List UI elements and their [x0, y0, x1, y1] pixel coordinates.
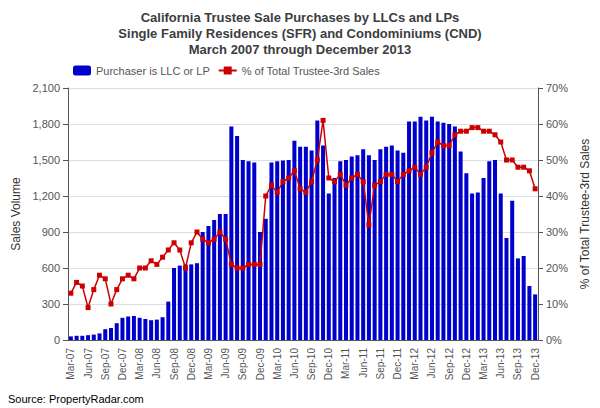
- svg-text:1,200: 1,200: [32, 190, 60, 202]
- svg-text:Sep-13: Sep-13: [512, 348, 523, 381]
- svg-text:Sep-07: Sep-07: [100, 348, 111, 381]
- svg-text:Mar-08: Mar-08: [134, 348, 145, 380]
- svg-text:Jun-12: Jun-12: [426, 348, 437, 379]
- svg-text:Sep-08: Sep-08: [169, 348, 180, 381]
- svg-text:Single Family Residences (SFR): Single Family Residences (SFR) and Condo…: [118, 26, 481, 41]
- svg-text:50%: 50%: [546, 154, 568, 166]
- svg-text:% of Total Trustee-3rd Sales: % of Total Trustee-3rd Sales: [242, 65, 380, 77]
- svg-text:Source: PropertyRadar.com: Source: PropertyRadar.com: [8, 393, 144, 405]
- svg-text:70%: 70%: [546, 82, 568, 94]
- svg-text:Dec-11: Dec-11: [392, 348, 403, 380]
- svg-text:2,100: 2,100: [32, 82, 60, 94]
- svg-text:Sep-10: Sep-10: [306, 348, 317, 381]
- svg-text:Jun-08: Jun-08: [151, 348, 162, 379]
- svg-text:60%: 60%: [546, 118, 568, 130]
- svg-text:Jun-07: Jun-07: [83, 348, 94, 379]
- svg-text:40%: 40%: [546, 190, 568, 202]
- svg-text:1,500: 1,500: [32, 154, 60, 166]
- svg-text:Jun-11: Jun-11: [358, 348, 369, 378]
- svg-text:1,800: 1,800: [32, 118, 60, 130]
- svg-text:Mar-10: Mar-10: [272, 348, 283, 380]
- svg-text:California Trustee Sale Purcha: California Trustee Sale Purchases by LLC…: [141, 10, 460, 25]
- svg-text:Dec-09: Dec-09: [255, 348, 266, 381]
- svg-text:Dec-12: Dec-12: [461, 348, 472, 381]
- svg-text:0%: 0%: [546, 334, 562, 346]
- svg-text:Mar-07: Mar-07: [65, 348, 76, 380]
- svg-text:Sep-09: Sep-09: [237, 348, 248, 381]
- svg-text:0: 0: [54, 334, 60, 346]
- svg-text:Jun-10: Jun-10: [289, 348, 300, 379]
- svg-text:Dec-08: Dec-08: [186, 348, 197, 381]
- svg-text:Sep-11: Sep-11: [375, 348, 386, 380]
- svg-text:Mar-09: Mar-09: [203, 348, 214, 380]
- svg-text:300: 300: [42, 298, 60, 310]
- svg-text:Purchaser is LLC or LP: Purchaser is LLC or LP: [96, 65, 210, 77]
- svg-text:Jun-13: Jun-13: [495, 348, 506, 379]
- svg-text:Sep-12: Sep-12: [444, 348, 455, 381]
- svg-text:600: 600: [42, 262, 60, 274]
- svg-text:Mar-12: Mar-12: [409, 348, 420, 380]
- svg-text:Jun-09: Jun-09: [220, 348, 231, 379]
- svg-text:Dec-10: Dec-10: [323, 348, 334, 381]
- svg-text:Sales Volume: Sales Volume: [9, 177, 23, 251]
- svg-text:10%: 10%: [546, 298, 568, 310]
- svg-text:20%: 20%: [546, 262, 568, 274]
- svg-text:% of Total Trustee-3rd Sales: % of Total Trustee-3rd Sales: [578, 139, 592, 290]
- svg-text:Dec-07: Dec-07: [117, 348, 128, 381]
- svg-text:Dec-13: Dec-13: [530, 348, 541, 381]
- svg-text:March 2007 through December 20: March 2007 through December 2013: [189, 42, 412, 57]
- svg-text:900: 900: [42, 226, 60, 238]
- svg-text:Mar-13: Mar-13: [478, 348, 489, 380]
- svg-text:Mar-11: Mar-11: [340, 348, 351, 379]
- svg-text:30%: 30%: [546, 226, 568, 238]
